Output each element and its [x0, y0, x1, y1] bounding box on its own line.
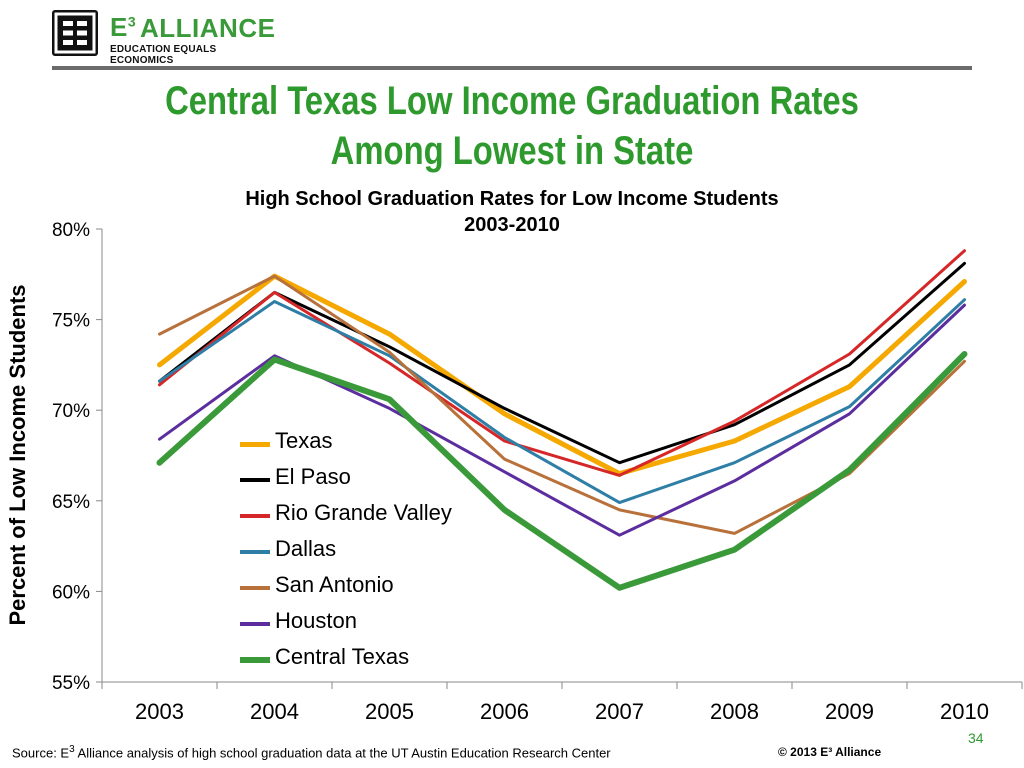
series-line-dallas	[158, 298, 966, 505]
legend-swatch-san-antonio	[240, 586, 270, 590]
slide-title: Central Texas Low Income Graduation Rate…	[92, 76, 932, 176]
y-tick-label: 70%	[52, 401, 90, 422]
source-note: Source: E3 Alliance analysis of high sch…	[12, 744, 611, 761]
page-number: 34	[968, 730, 984, 746]
legend-label-rio-grande-valley: Rio Grande Valley	[275, 500, 452, 525]
legend-swatch-texas	[240, 441, 270, 447]
legend-label-texas: Texas	[275, 428, 333, 453]
x-tick-label: 2004	[250, 699, 299, 724]
x-tick-label: 2008	[710, 699, 759, 724]
series-line-rio-grande-valley	[158, 249, 966, 477]
legend-swatch-central-texas	[240, 657, 270, 663]
chart-title: High School Graduation Rates for Low Inc…	[0, 186, 1024, 238]
logo-tagline: EDUCATION EQUALS ECONOMICS	[110, 44, 217, 66]
legend-label-dallas: Dallas	[275, 536, 337, 561]
series-line-san-antonio	[158, 274, 966, 535]
x-tick-label: 2007	[595, 699, 644, 724]
legend-swatch-dallas	[240, 550, 270, 554]
header-divider	[52, 66, 972, 70]
y-tick-label: 60%	[52, 582, 90, 603]
y-tick-label: 65%	[52, 492, 90, 513]
legend-label-san-antonio: San Antonio	[275, 572, 394, 597]
legend-swatch-houston	[240, 622, 270, 626]
legend-label-houston: Houston	[275, 608, 357, 633]
chart-title-text: High School Graduation Rates for Low Inc…	[245, 188, 779, 210]
e3-logo-mark-icon	[52, 10, 98, 56]
series-line-central-texas	[156, 351, 968, 591]
x-tick-label: 2005	[365, 699, 414, 724]
x-tick-label: 2010	[940, 699, 989, 724]
legend-label-el-paso: El Paso	[275, 464, 351, 489]
x-tick-label: 2009	[825, 699, 874, 724]
x-tick-label: 2006	[480, 699, 529, 724]
legend-swatch-rio-grande-valley	[240, 514, 270, 518]
slide-title-line-1: Central Texas Low Income Graduation Rate…	[165, 79, 859, 123]
chart-subtitle-text: 2003-2010	[464, 214, 560, 236]
slide-title-line-2: Among Lowest in State	[330, 129, 694, 173]
logo-brand-name: ALLIANCE	[140, 13, 276, 43]
y-tick-label: 80%	[52, 220, 90, 241]
e3-alliance-logo: E3 ALLIANCE EDUCATION EQUALS ECONOMICS	[52, 10, 275, 66]
x-tick-label: 2003	[135, 699, 184, 724]
series-line-el-paso	[158, 261, 966, 465]
legend-label-central-texas: Central Texas	[275, 644, 410, 669]
legend-swatch-el-paso	[240, 478, 270, 482]
series-line-texas	[157, 273, 967, 477]
y-tick-label: 55%	[52, 673, 90, 694]
copyright-notice: © 2013 E³ Alliance	[778, 745, 882, 759]
logo-brand-e: E3	[110, 12, 137, 42]
y-tick-label: 75%	[52, 311, 90, 332]
